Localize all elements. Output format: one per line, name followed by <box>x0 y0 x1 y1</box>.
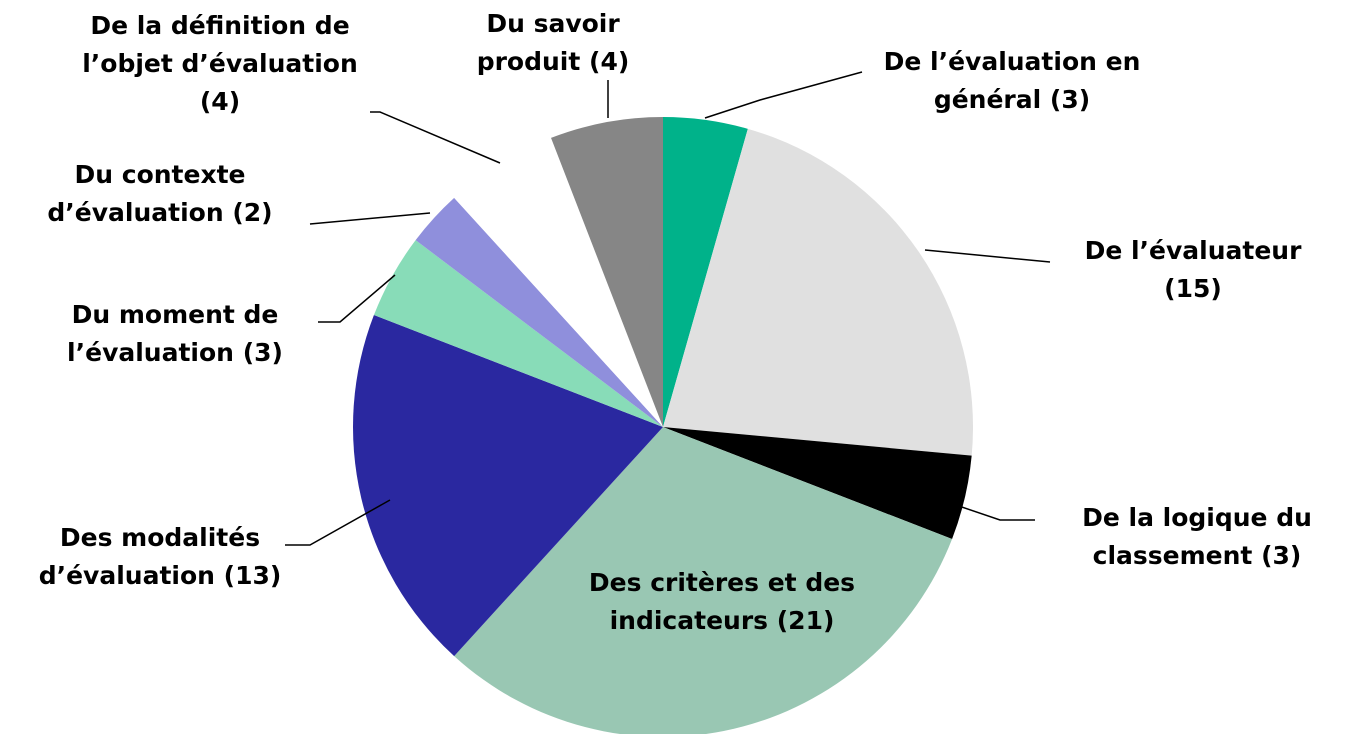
data-label: De l’évaluation en général (3) <box>877 43 1147 119</box>
category-label: De la logique du classement <box>1082 503 1312 570</box>
category-label: De l’évaluateur <box>1084 236 1302 265</box>
value-label: (13) <box>223 561 282 590</box>
leader-line <box>285 499 391 546</box>
leader-line <box>370 111 501 164</box>
pie-slice <box>663 128 973 456</box>
value-label: (3) <box>1261 541 1302 570</box>
value-label: (4) <box>199 87 241 116</box>
data-label: Du moment de l’évaluation (3) <box>40 296 310 372</box>
category-label: Des critères et des indicateurs <box>588 568 856 635</box>
data-label: De la définition de l’objet d’évaluation… <box>80 7 360 121</box>
data-label: De l’évaluateur (15) <box>1053 232 1333 308</box>
leader-line <box>949 502 1035 521</box>
pie-slice <box>415 197 663 427</box>
pie-slice <box>454 137 663 428</box>
value-label: (15) <box>1164 274 1222 303</box>
leader-line <box>924 249 1051 263</box>
value-label: (3) <box>1049 85 1091 114</box>
pie-slice <box>663 427 972 539</box>
value-label: (4) <box>589 47 630 76</box>
pie-slice <box>373 240 663 427</box>
leader-line <box>318 274 396 323</box>
data-label: De la logique du classement (3) <box>1047 499 1347 575</box>
value-label: (3) <box>242 338 283 367</box>
data-label: Du contexte d’évaluation (2) <box>15 156 305 232</box>
data-label: Des modalités d’évaluation (13) <box>30 519 290 595</box>
leader-line <box>309 212 431 225</box>
pie-slice <box>352 315 663 657</box>
pie-slice <box>551 117 663 427</box>
category-label: Du moment de l’évaluation <box>67 300 279 367</box>
value-label: (2) <box>232 198 273 227</box>
data-label: Du savoir produit (4) <box>453 5 653 81</box>
leader-line <box>704 71 863 119</box>
value-label: (21) <box>776 606 835 635</box>
pie-slice <box>454 427 953 734</box>
data-label: Des critères et des indicateurs (21) <box>587 564 857 640</box>
category-label: De l’évaluation en général <box>883 47 1141 114</box>
category-label: Du savoir produit <box>476 9 620 76</box>
category-label: Du contexte d’évaluation <box>47 160 246 227</box>
pie-slice <box>663 117 748 427</box>
category-label: De la définition de l’objet d’évaluation <box>82 11 358 78</box>
category-label: Des modalités d’évaluation <box>38 523 261 590</box>
